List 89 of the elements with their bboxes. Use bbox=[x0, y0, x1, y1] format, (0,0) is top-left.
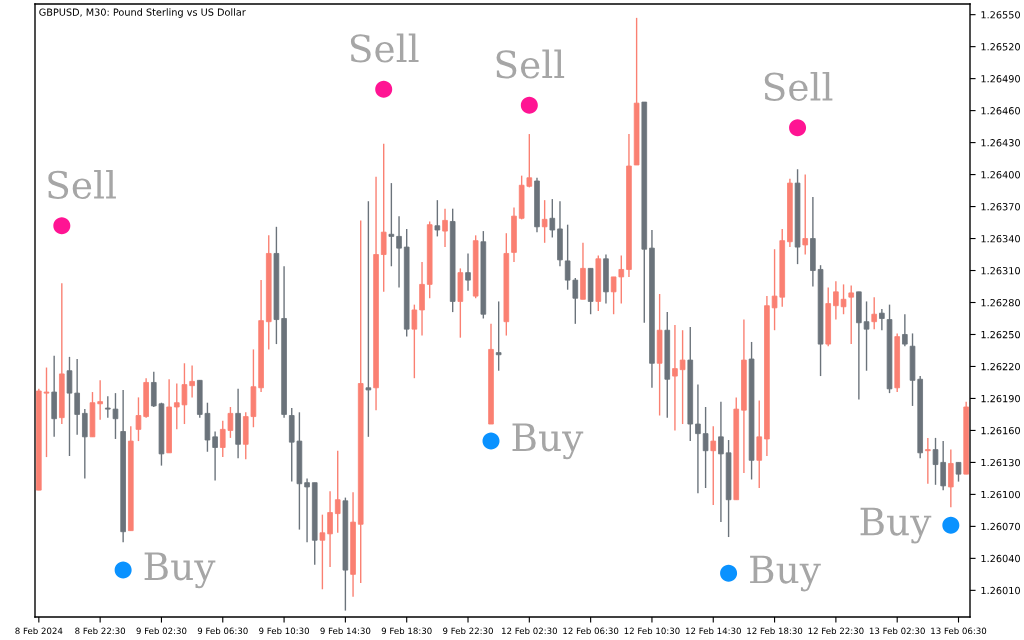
candlestick bbox=[925, 437, 931, 485]
data-label: Sell bbox=[350, 33, 419, 63]
candlestick bbox=[702, 406, 709, 489]
candlestick bbox=[304, 477, 310, 544]
y-tick-label: 1.26310 bbox=[981, 267, 1020, 275]
x-tick-label: 12 Feb 06:30 bbox=[563, 627, 619, 635]
candlestick bbox=[672, 324, 678, 432]
candlestick bbox=[319, 513, 326, 590]
candlestick bbox=[833, 280, 839, 321]
candlestick bbox=[756, 399, 763, 489]
candlestick bbox=[879, 308, 885, 331]
data-label: Sell bbox=[496, 49, 565, 79]
candlestick bbox=[442, 207, 448, 248]
candlestick bbox=[212, 430, 218, 482]
x-tick-label: 12 Feb 10:30 bbox=[624, 627, 680, 635]
point bbox=[53, 217, 71, 235]
data-label: Buy bbox=[860, 507, 932, 544]
candlestick bbox=[679, 329, 686, 425]
x-tick-label: 13 Feb 06:30 bbox=[931, 627, 987, 635]
candlestick bbox=[365, 200, 372, 438]
y-tick-label: 1.26100 bbox=[981, 490, 1020, 499]
y-tick-label: 1.26400 bbox=[981, 171, 1020, 179]
x-tick-label: 9 Feb 06:30 bbox=[197, 627, 248, 635]
y-tick-label: 1.26460 bbox=[981, 107, 1020, 115]
point bbox=[942, 516, 960, 534]
x-tick-label: 12 Feb 14:30 bbox=[685, 627, 741, 635]
y-tick-label: 1.26040 bbox=[981, 554, 1020, 563]
candlestick bbox=[840, 283, 847, 315]
point bbox=[114, 561, 132, 579]
x-tick-label: 12 Feb 22:30 bbox=[808, 627, 864, 635]
candlestick bbox=[695, 383, 701, 495]
candlestick bbox=[802, 173, 809, 256]
x-tick-label: 12 Feb 02:30 bbox=[502, 627, 557, 635]
candlestick bbox=[411, 303, 418, 379]
candlestick bbox=[388, 182, 395, 267]
y-tick-label: 1.26130 bbox=[981, 458, 1020, 467]
candlestick bbox=[434, 199, 441, 238]
candlestick bbox=[495, 300, 502, 372]
point bbox=[375, 80, 393, 98]
candlestick bbox=[135, 396, 142, 442]
candlestick bbox=[902, 313, 908, 347]
data-label: Buy bbox=[144, 552, 216, 589]
y-tick-label: 1.26550 bbox=[981, 11, 1020, 19]
candlestick bbox=[334, 449, 341, 534]
candlestick bbox=[189, 364, 195, 399]
x-tick-label: 12 Feb 18:30 bbox=[747, 627, 803, 635]
candlestick bbox=[710, 425, 717, 506]
y-tick-label: 1.26280 bbox=[981, 298, 1020, 307]
y-tick-label: 1.26190 bbox=[981, 394, 1020, 403]
x-tick-label: 9 Feb 10:30 bbox=[259, 627, 310, 635]
candlestick bbox=[541, 199, 548, 244]
data-label: Sell bbox=[48, 170, 116, 200]
y-tick-label: 1.26010 bbox=[981, 586, 1020, 595]
y-tick-label: 1.26490 bbox=[981, 75, 1020, 83]
x-tick-label: 9 Feb 02:30 bbox=[136, 627, 187, 635]
candlestick bbox=[871, 296, 877, 330]
chart-title: GBPUSD, M30: Pound Sterling vs US Dollar bbox=[39, 8, 246, 18]
data-label: Sell bbox=[764, 71, 833, 101]
point bbox=[520, 96, 538, 114]
y-tick-label: 1.26070 bbox=[981, 522, 1020, 531]
data-label: Buy bbox=[512, 423, 584, 460]
x-tick-label: 13 Feb 02:30 bbox=[869, 627, 925, 635]
point bbox=[482, 432, 500, 450]
data-label: Buy bbox=[750, 555, 821, 592]
candlestick bbox=[82, 408, 88, 480]
candlestick bbox=[718, 400, 724, 523]
x-tick-label: 8 Feb 2024 bbox=[15, 627, 63, 635]
x-tick-label: 8 Feb 22:30 bbox=[75, 627, 126, 635]
point bbox=[789, 119, 807, 137]
y-tick-label: 1.26340 bbox=[981, 235, 1020, 243]
candlestick bbox=[863, 300, 870, 372]
y-tick-label: 1.26430 bbox=[981, 139, 1020, 147]
candlestick bbox=[396, 215, 402, 289]
y-tick-label: 1.26160 bbox=[981, 426, 1020, 435]
y-tick-label: 1.26220 bbox=[981, 362, 1020, 371]
x-tick-label: 9 Feb 18:30 bbox=[381, 627, 432, 635]
x-tick-label: 9 Feb 22:30 bbox=[443, 627, 493, 635]
y-tick-label: 1.26370 bbox=[981, 203, 1020, 211]
candlestick bbox=[955, 461, 962, 483]
candlestick bbox=[948, 448, 954, 508]
candlestick bbox=[327, 490, 333, 568]
point bbox=[720, 564, 738, 582]
candlestick bbox=[549, 198, 556, 239]
candlestick bbox=[380, 142, 387, 293]
candlestick bbox=[848, 284, 854, 345]
x-tick-label: 9 Feb 14:30 bbox=[320, 627, 371, 635]
y-tick-label: 1.26520 bbox=[981, 43, 1020, 51]
candlestick bbox=[465, 252, 471, 292]
y-tick-label: 1.26250 bbox=[981, 330, 1020, 339]
